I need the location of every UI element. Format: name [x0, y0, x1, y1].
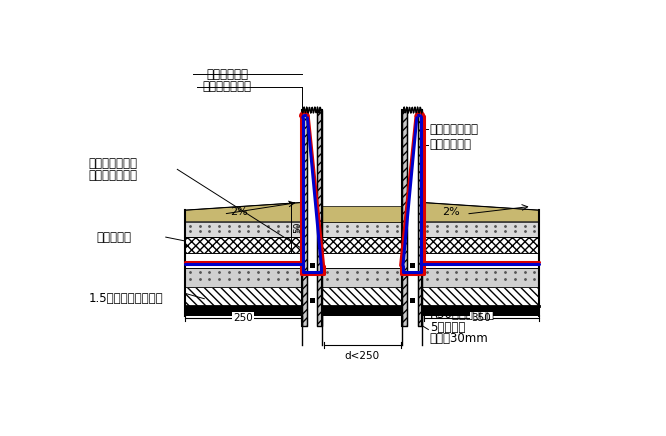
- Bar: [422, 237, 539, 252]
- Text: 50: 50: [293, 222, 302, 233]
- Text: 沥青麻丝填实: 沥青麻丝填实: [430, 138, 472, 151]
- Bar: [185, 307, 539, 316]
- Bar: [185, 237, 302, 252]
- Polygon shape: [422, 202, 539, 222]
- Text: 结构板现浇时: 结构板现浇时: [206, 68, 248, 81]
- Bar: [322, 287, 402, 307]
- Polygon shape: [322, 206, 402, 222]
- Bar: [318, 110, 322, 326]
- Bar: [322, 222, 402, 237]
- Bar: [418, 110, 422, 326]
- Text: 350: 350: [472, 313, 492, 323]
- Text: 2%: 2%: [442, 208, 460, 218]
- Text: 宽度为30mm: 宽度为30mm: [430, 332, 489, 345]
- Bar: [410, 298, 415, 303]
- Bar: [322, 237, 402, 252]
- Text: 建筑完成面: 建筑完成面: [97, 231, 131, 244]
- Bar: [306, 110, 318, 326]
- Text: 1.5厚涂膜附加防水层: 1.5厚涂膜附加防水层: [89, 292, 163, 305]
- Text: 2%: 2%: [230, 208, 248, 218]
- Bar: [185, 222, 302, 237]
- Text: R50水泥砂浆圆角: R50水泥砂浆圆角: [430, 308, 495, 320]
- Text: 预埋止水钢套管: 预埋止水钢套管: [203, 80, 252, 93]
- Text: 5厚止水环: 5厚止水环: [430, 321, 466, 334]
- Bar: [422, 287, 539, 307]
- Bar: [410, 262, 415, 268]
- Bar: [185, 287, 302, 307]
- Bar: [185, 268, 302, 287]
- Text: 钢套管留设高度: 钢套管留设高度: [89, 157, 138, 170]
- Text: 250: 250: [233, 313, 252, 323]
- Bar: [310, 298, 315, 303]
- Bar: [407, 110, 418, 326]
- Text: 建筑密封膏封口: 建筑密封膏封口: [430, 123, 479, 136]
- Bar: [422, 268, 539, 287]
- Bar: [310, 262, 315, 268]
- Bar: [322, 268, 402, 287]
- Polygon shape: [185, 202, 302, 222]
- Text: d<250: d<250: [344, 351, 380, 361]
- Bar: [302, 110, 306, 326]
- Bar: [422, 222, 539, 237]
- Bar: [402, 110, 407, 326]
- Text: 从建筑完成面起: 从建筑完成面起: [89, 169, 138, 182]
